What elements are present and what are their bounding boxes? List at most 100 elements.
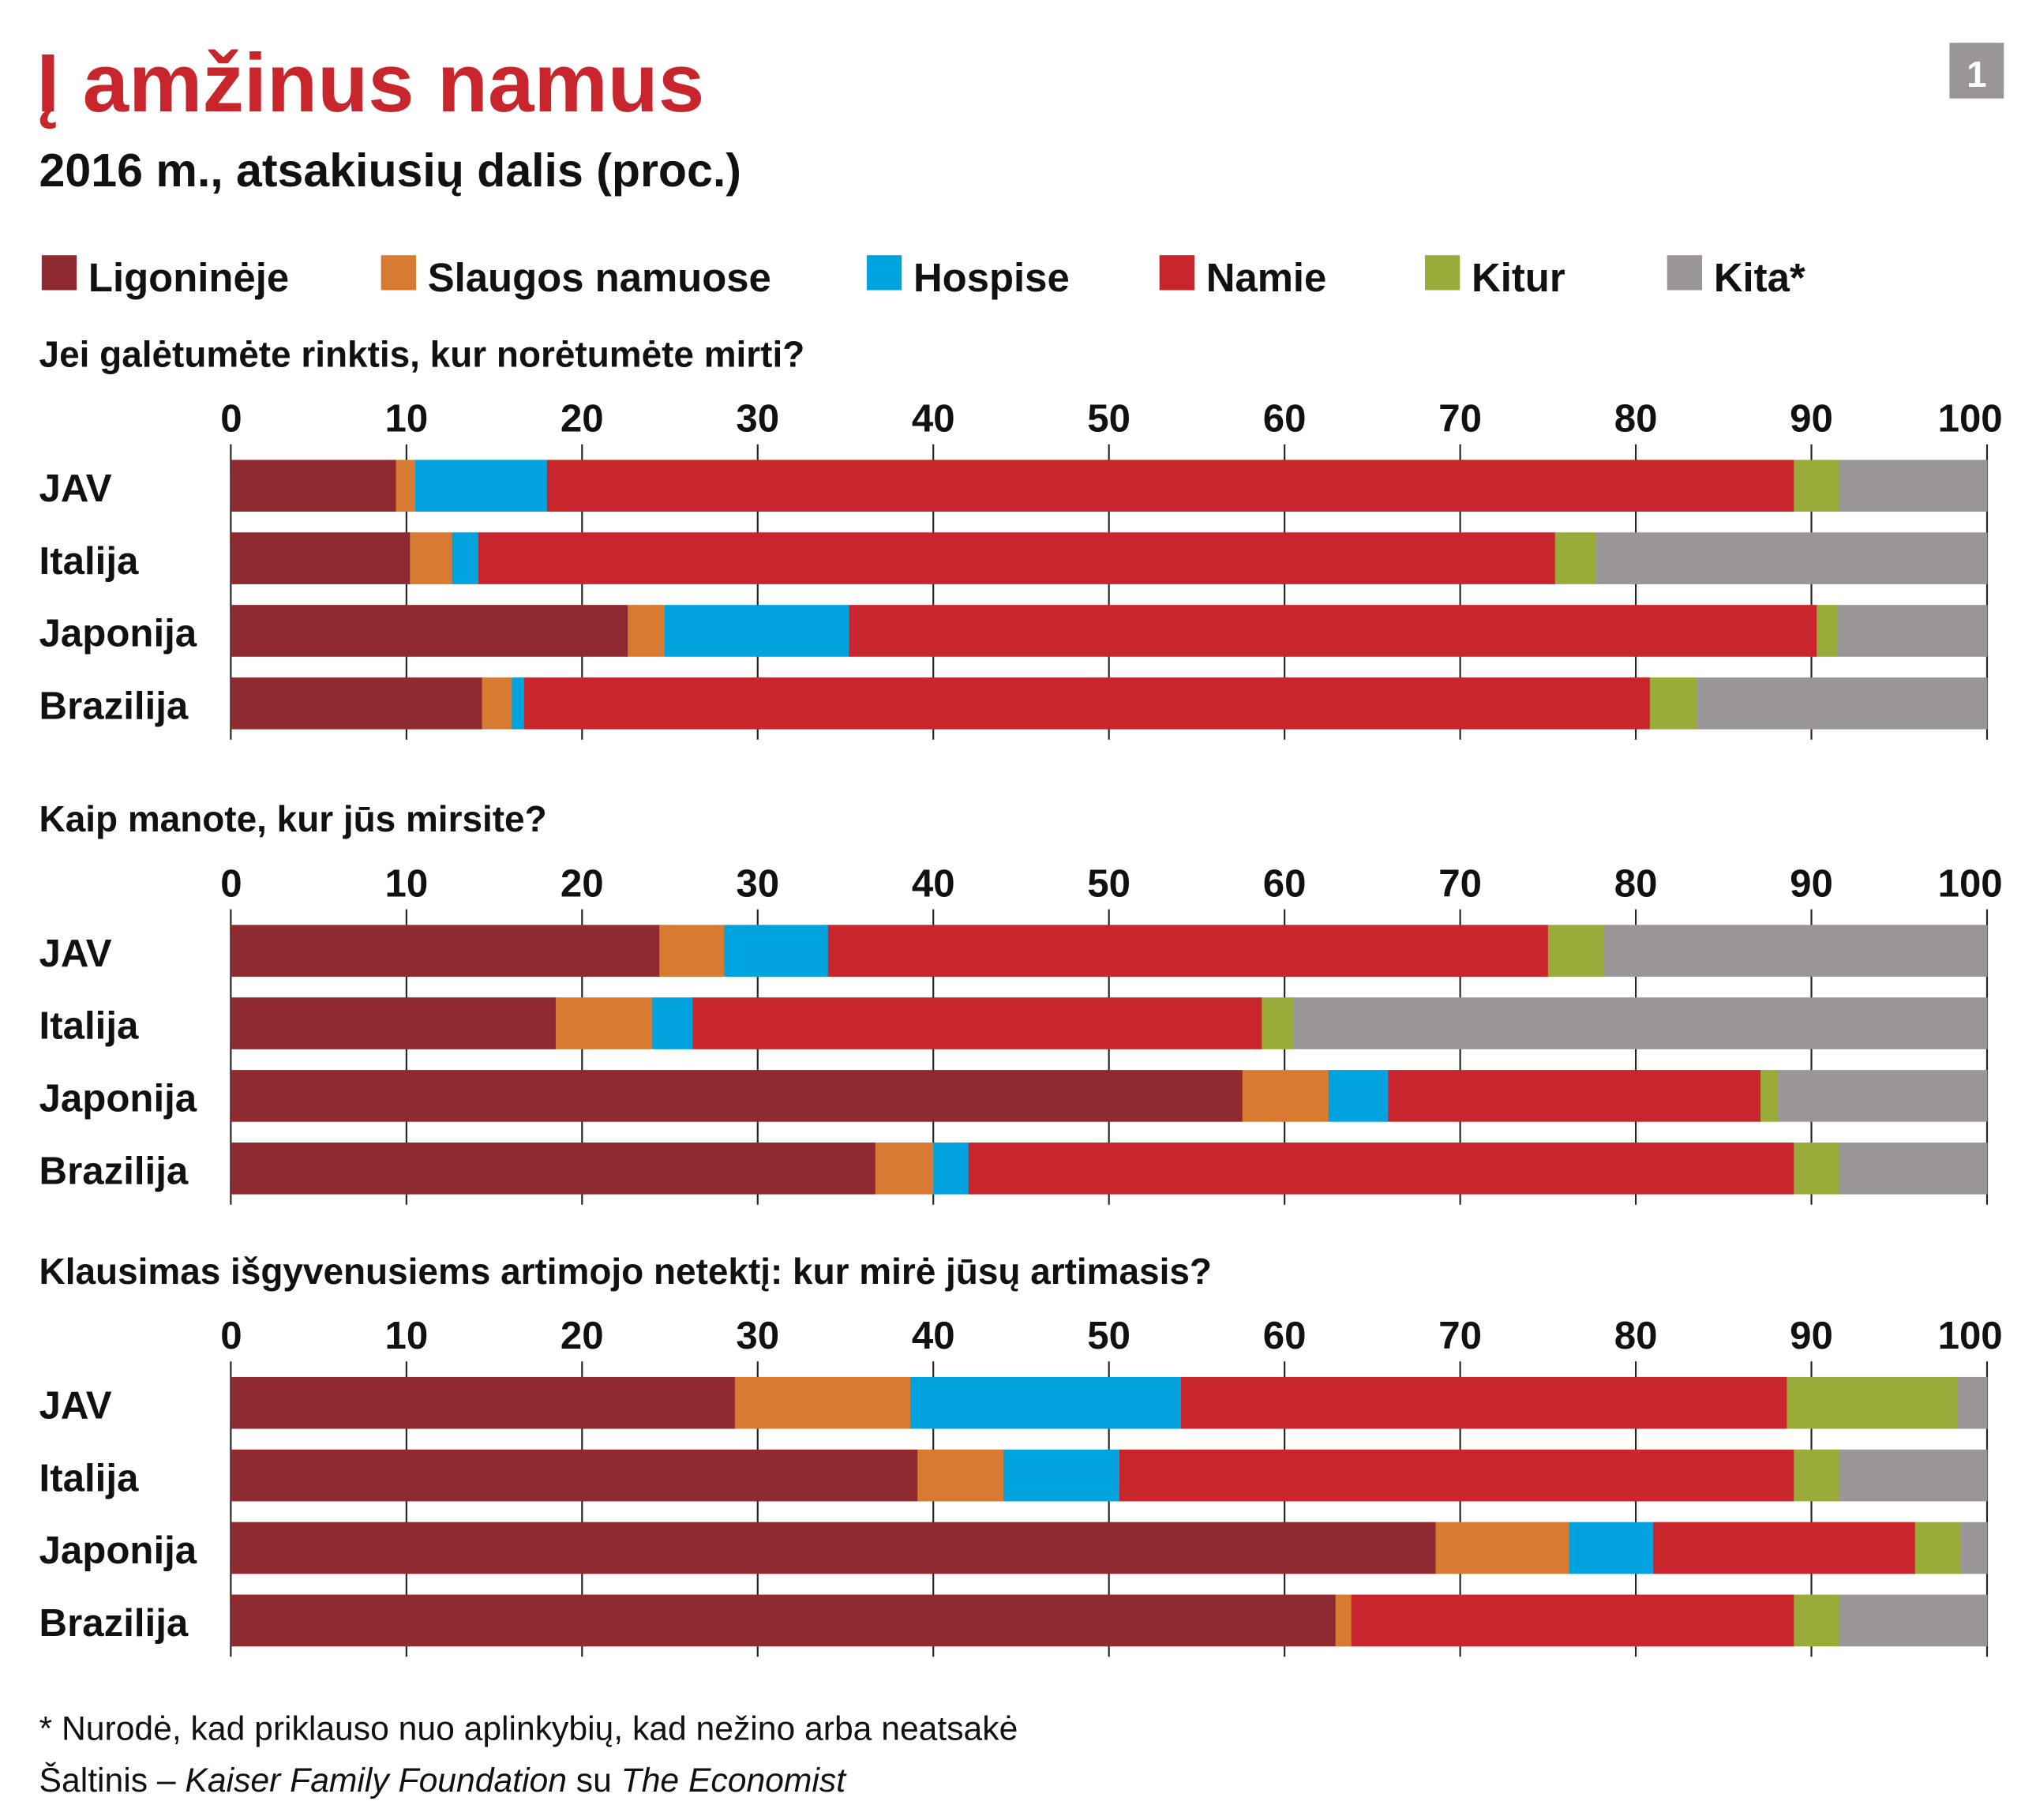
bar-segment-namie [1653,1522,1916,1574]
category-label-jav: JAV [39,1383,112,1427]
category-label-italija: Italija [39,1456,139,1499]
chart-question: Kaip manote, kur jūs mirsite? [39,798,547,839]
category-label-brazilija: Brazilija [39,685,189,728]
bar-segment-ligonine-je [231,1070,1243,1122]
bar-segment-kitur [1554,532,1596,584]
bar-segment-kitur [1649,677,1698,730]
bar-segment-namie [692,997,1262,1049]
x-tick-label: 80 [1614,861,1658,905]
bar-segment-slaugos-namuose [1335,1594,1352,1647]
bar-segment-kita [1293,997,1988,1049]
bar-segment-namie [1388,1070,1761,1122]
bar-segment-kita [1595,532,1988,584]
bar-segment-namie [478,532,1556,584]
bar-segment-ligonine-je [231,1522,1436,1574]
x-tick-label: 90 [1790,1314,1833,1357]
x-tick-label: 30 [736,861,779,905]
bar-segment-kitur [1787,1376,1958,1429]
category-label-jav: JAV [39,932,112,975]
x-tick-label: 0 [220,861,242,905]
bar-segment-kitur [1794,460,1840,512]
x-tick-label: 20 [561,861,604,905]
bar-segment-ligonine-je [231,1142,876,1195]
bar-segment-ligonine-je [231,1594,1337,1647]
x-tick-label: 30 [736,396,779,440]
stacked-bar-chart-1: Jei galėtumėte rinktis, kur norėtumėte m… [39,333,2003,740]
legend-swatch-kita [1667,255,1703,291]
chart-subtitle: 2016 m., atsakiusių dalis (proc.) [39,144,741,197]
chart-title: Į amžinus namus [36,37,704,129]
x-tick-label: 40 [912,396,955,440]
bar-segment-namie [968,1142,1794,1195]
category-label-japonija: Japonija [39,1077,197,1120]
bar-segment-kitur [1262,997,1294,1049]
bar-segment-namie [1119,1449,1794,1502]
bar-segment-kitur [1794,1594,1840,1647]
x-tick-label: 60 [1263,396,1307,440]
bar-segment-ligonine-je [231,460,396,512]
bar-segment-kitur [1914,1522,1962,1574]
x-tick-label: 40 [912,1314,955,1357]
bar-segment-ligonine-je [231,1376,736,1429]
bar-segment-kita [1697,677,1988,730]
bar-segment-hospise [1569,1522,1654,1574]
x-tick-label: 50 [1087,396,1130,440]
chart-question: Klausimas išgyvenusiems artimojo netektį… [39,1251,1212,1292]
charts: Jei galėtumėte rinktis, kur norėtumėte m… [39,333,2003,1657]
category-label-japonija: Japonija [39,1529,197,1572]
legend-swatch-namie [1159,255,1194,291]
bar-segment-slaugos-namuose [410,532,453,584]
bar-segment-kitur [1794,1449,1840,1502]
legend-swatch-ligonine-je [41,255,77,291]
x-tick-label: 70 [1438,396,1482,440]
bar-segment-ligonine-je [231,605,628,657]
bar-segment-kita [1960,1522,1988,1574]
badge-number: 1 [1967,54,1987,95]
bar-segment-namie [1351,1594,1794,1647]
bar-segment-kitur [1547,925,1605,977]
x-tick-label: 90 [1790,861,1833,905]
bar-segment-namie [546,460,1794,512]
bar-segment-kita [1957,1376,1988,1429]
source-prefix: Šaltinis – [39,1762,186,1799]
bar-segment-slaugos-namuose [917,1449,1004,1502]
stacked-bar-chart-3: Klausimas išgyvenusiems artimojo netektį… [39,1251,2003,1657]
bar-segment-slaugos-namuose [396,460,416,512]
x-tick-label: 80 [1614,396,1658,440]
legend-swatch-kitur [1424,255,1460,291]
bar-segment-kita [1604,925,1988,977]
x-tick-label: 60 [1263,861,1307,905]
bar-segment-slaugos-namuose [1242,1070,1329,1122]
x-tick-label: 50 [1087,861,1130,905]
source-line: Šaltinis – Kaiser Family Foundation su T… [39,1762,848,1799]
legend-label-slaugos-namuose: Slaugos namuose [428,255,771,300]
x-tick-label: 10 [384,861,428,905]
legend-label-kitur: Kitur [1472,255,1565,300]
bar-segment-namie [827,925,1549,977]
x-tick-label: 20 [561,396,604,440]
bar-segment-slaugos-namuose [555,997,653,1049]
category-label-brazilija: Brazilija [39,1601,189,1645]
bar-segment-hospise [910,1376,1182,1429]
legend-label-ligonine-je: Ligoninėje [88,255,289,300]
legend-label-kita: Kita* [1714,255,1805,300]
source-org: Kaiser Family Foundation [185,1762,566,1799]
x-tick-label: 30 [736,1314,779,1357]
bar-segment-ligonine-je [231,677,482,730]
bar-segment-ligonine-je [231,925,660,977]
x-tick-label: 40 [912,861,955,905]
bar-segment-ligonine-je [231,532,411,584]
bar-segment-kitur [1817,605,1839,657]
x-tick-label: 100 [1938,396,2003,440]
bar-segment-namie [1180,1376,1787,1429]
bar-segment-hospise [414,460,548,512]
x-tick-label: 0 [220,1314,242,1357]
bar-segment-hospise [724,925,829,977]
bar-segment-kitur [1794,1142,1840,1195]
legend-label-namie: Namie [1206,255,1327,300]
x-tick-label: 50 [1087,1314,1130,1357]
category-label-italija: Italija [39,1004,139,1048]
bar-segment-slaugos-namuose [875,1142,934,1195]
bar-segment-hospise [933,1142,969,1195]
